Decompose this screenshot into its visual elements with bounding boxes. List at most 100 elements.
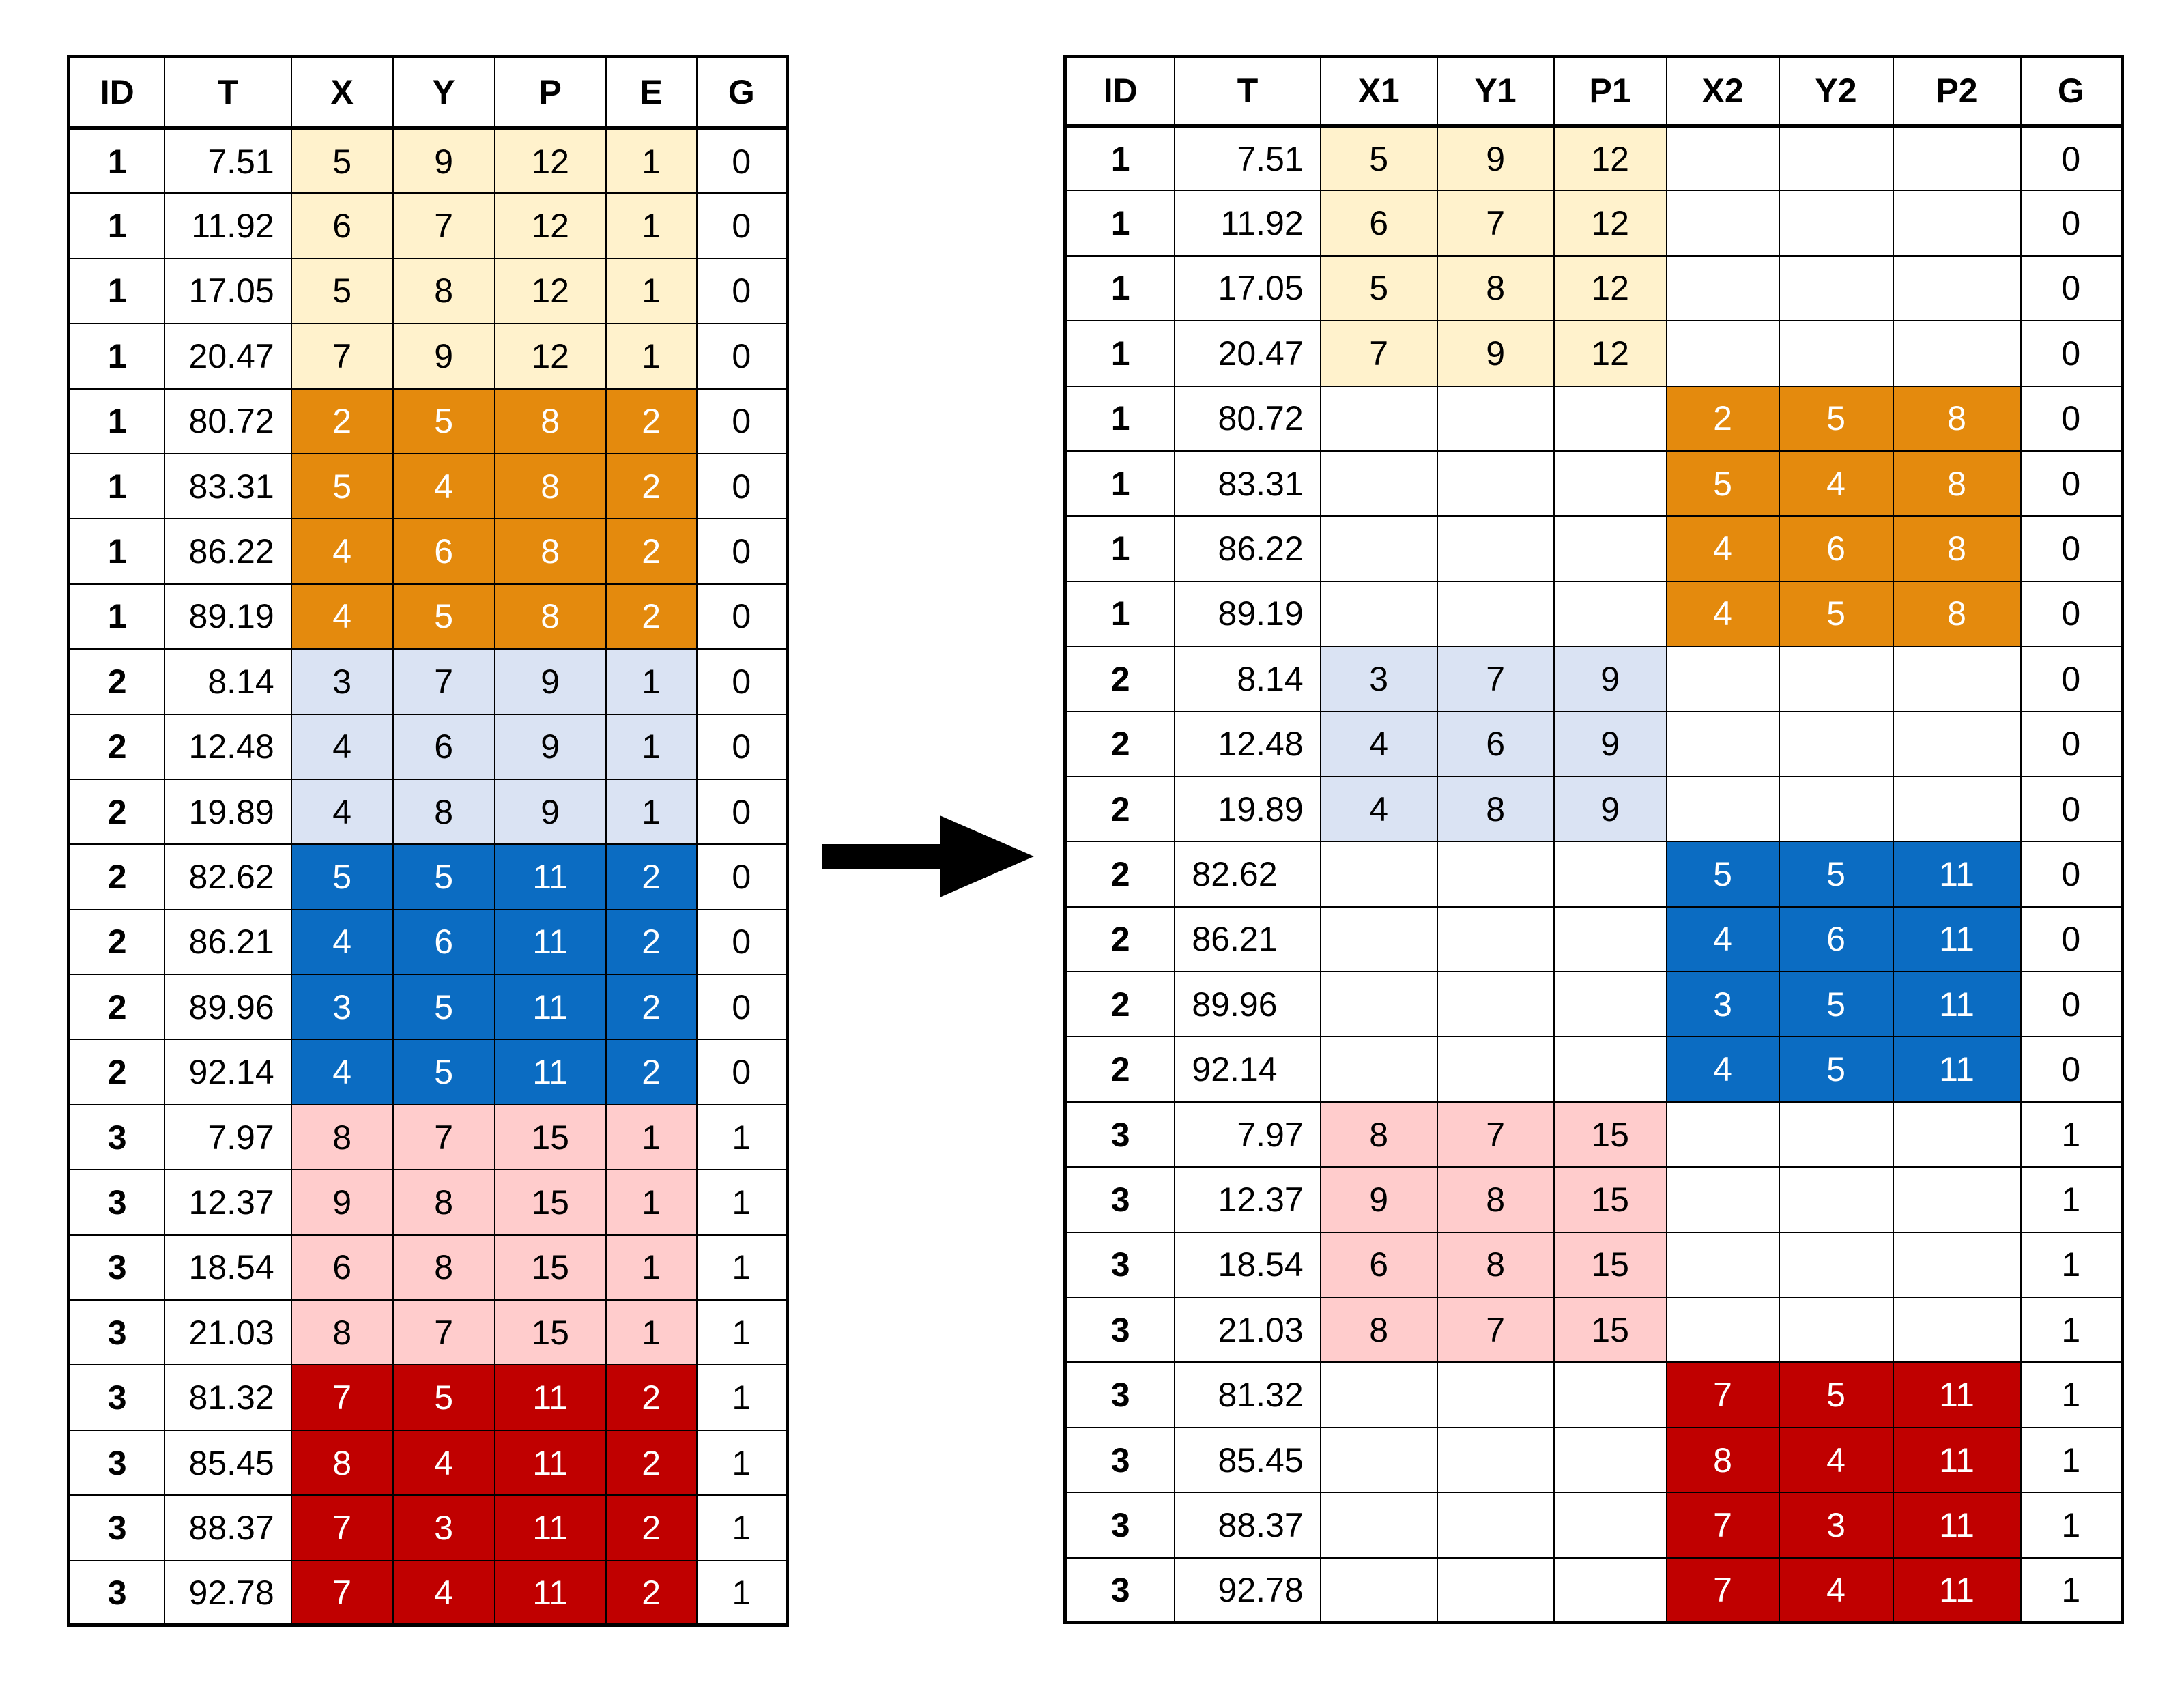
- wide-cell-id: 2: [1064, 775, 1176, 843]
- wide-cell-y1: 8: [1436, 255, 1555, 322]
- wide-cell-id: 2: [1064, 841, 1176, 908]
- long-cell-x: 4: [290, 908, 394, 976]
- wide-cell-g: 1: [2020, 1297, 2123, 1363]
- long-cell-t: 11.92: [164, 192, 292, 259]
- long-cell-y: 9: [392, 323, 495, 390]
- table-row: 3 81.32 7 5 11 2 1: [68, 1364, 788, 1431]
- long-cell-id: 2: [68, 908, 166, 976]
- long-cell-p: 12: [493, 257, 607, 325]
- wide-cell-y2: [1778, 1166, 1894, 1233]
- wide-cell-x1: [1319, 1492, 1438, 1559]
- wide-cell-x2: 4: [1665, 580, 1780, 648]
- long-cell-p: 15: [493, 1169, 607, 1236]
- wide-cell-g: 0: [2020, 124, 2123, 192]
- long-cell-y: 5: [392, 1364, 495, 1431]
- table-row: 1 17.05 5 8 12 0: [1064, 255, 2123, 322]
- wide-cell-t: 83.31: [1174, 450, 1321, 517]
- table-row: 2 86.21 4 6 11 0: [1064, 906, 2123, 973]
- wide-cell-y1: [1436, 906, 1555, 973]
- long-cell-x: 2: [290, 388, 394, 454]
- wide-cell-g: 0: [2020, 255, 2123, 322]
- long-cell-t: 89.96: [164, 974, 292, 1041]
- wide-cell-t: 18.54: [1174, 1231, 1321, 1299]
- wide-cell-x2: 7: [1665, 1492, 1780, 1559]
- long-cell-t: 18.54: [164, 1234, 292, 1301]
- long-cell-p: 11: [493, 908, 607, 976]
- wide-cell-p1: 15: [1553, 1166, 1667, 1233]
- long-cell-x: 7: [290, 1559, 394, 1626]
- wide-cell-g: 0: [2020, 775, 2123, 843]
- wide-cell-g: 1: [2020, 1492, 2123, 1559]
- wide-cell-y1: 9: [1436, 320, 1555, 387]
- wide-cell-x2: 4: [1665, 906, 1780, 973]
- long-cell-x: 3: [290, 648, 394, 715]
- long-cell-e: 2: [605, 583, 698, 650]
- table-row: 3 88.37 7 3 11 1: [1064, 1492, 2123, 1559]
- wide-cell-p1: 12: [1553, 124, 1667, 192]
- wide-cell-id: 2: [1064, 906, 1176, 973]
- wide-cell-y1: [1436, 385, 1555, 452]
- long-cell-x: 9: [290, 1169, 394, 1236]
- wide-cell-p2: 8: [1892, 580, 2022, 648]
- wide-cell-x1: 6: [1319, 190, 1438, 257]
- wide-cell-x1: 4: [1319, 710, 1438, 777]
- table-row: 3 92.78 7 4 11 2 1: [68, 1559, 788, 1626]
- long-cell-y: 5: [392, 974, 495, 1041]
- long-cell-y: 7: [392, 1299, 495, 1366]
- wide-cell-g: 0: [2020, 906, 2123, 973]
- table-row: 3 12.37 9 8 15 1 1: [68, 1169, 788, 1236]
- long-col-header-y: Y: [392, 55, 495, 130]
- wide-cell-t: 17.05: [1174, 255, 1321, 322]
- wide-cell-p2: [1892, 775, 2022, 843]
- table-row: 1 89.19 4 5 8 0: [1064, 580, 2123, 648]
- long-cell-x: 4: [290, 1039, 394, 1105]
- table-row: 3 88.37 7 3 11 2 1: [68, 1494, 788, 1561]
- wide-cell-y2: [1778, 1297, 1894, 1363]
- long-cell-t: 20.47: [164, 323, 292, 390]
- wide-cell-x2: 3: [1665, 971, 1780, 1038]
- table-row: 3 12.37 9 8 15 1: [1064, 1166, 2123, 1233]
- wide-cell-id: 3: [1064, 1557, 1176, 1623]
- wide-cell-y1: 6: [1436, 710, 1555, 777]
- long-cell-p: 12: [493, 323, 607, 390]
- wide-cell-id: 2: [1064, 710, 1176, 777]
- long-cell-e: 1: [605, 778, 698, 845]
- long-col-header-g: G: [695, 55, 788, 130]
- long-cell-e: 1: [605, 127, 698, 194]
- wide-cell-y2: 5: [1778, 385, 1894, 452]
- table-row: 1 80.72 2 5 8 2 0: [68, 388, 788, 454]
- long-cell-g: 0: [695, 192, 788, 259]
- long-cell-g: 0: [695, 1039, 788, 1105]
- table-row: 1 20.47 7 9 12 1 0: [68, 323, 788, 390]
- wide-cell-id: 2: [1064, 971, 1176, 1038]
- wide-col-header-id: ID: [1064, 55, 1176, 128]
- long-cell-x: 7: [290, 323, 394, 390]
- wide-cell-p2: 11: [1892, 971, 2022, 1038]
- long-cell-p: 8: [493, 583, 607, 650]
- wide-cell-x1: 9: [1319, 1166, 1438, 1233]
- wide-cell-id: 1: [1064, 385, 1176, 452]
- long-cell-g: 0: [695, 974, 788, 1041]
- wide-cell-y1: 9: [1436, 124, 1555, 192]
- wide-cell-x1: 6: [1319, 1231, 1438, 1299]
- long-cell-p: 11: [493, 843, 607, 910]
- wide-cell-p1: 15: [1553, 1231, 1667, 1299]
- wide-cell-y2: 5: [1778, 1361, 1894, 1428]
- wide-cell-g: 1: [2020, 1166, 2123, 1233]
- wide-cell-p2: [1892, 320, 2022, 387]
- long-cell-y: 5: [392, 583, 495, 650]
- wide-cell-p2: [1892, 646, 2022, 712]
- long-cell-t: 8.14: [164, 648, 292, 715]
- wide-col-header-p1: P1: [1553, 55, 1667, 128]
- long-cell-p: 8: [493, 452, 607, 520]
- wide-cell-x2: [1665, 710, 1780, 777]
- long-cell-p: 11: [493, 1559, 607, 1626]
- long-cell-id: 2: [68, 713, 166, 780]
- long-cell-y: 4: [392, 1559, 495, 1626]
- long-cell-x: 7: [290, 1494, 394, 1561]
- wide-cell-x1: [1319, 450, 1438, 517]
- wide-cell-id: 1: [1064, 190, 1176, 257]
- long-cell-y: 7: [392, 1103, 495, 1171]
- wide-cell-t: 7.51: [1174, 124, 1321, 192]
- long-cell-e: 2: [605, 388, 698, 454]
